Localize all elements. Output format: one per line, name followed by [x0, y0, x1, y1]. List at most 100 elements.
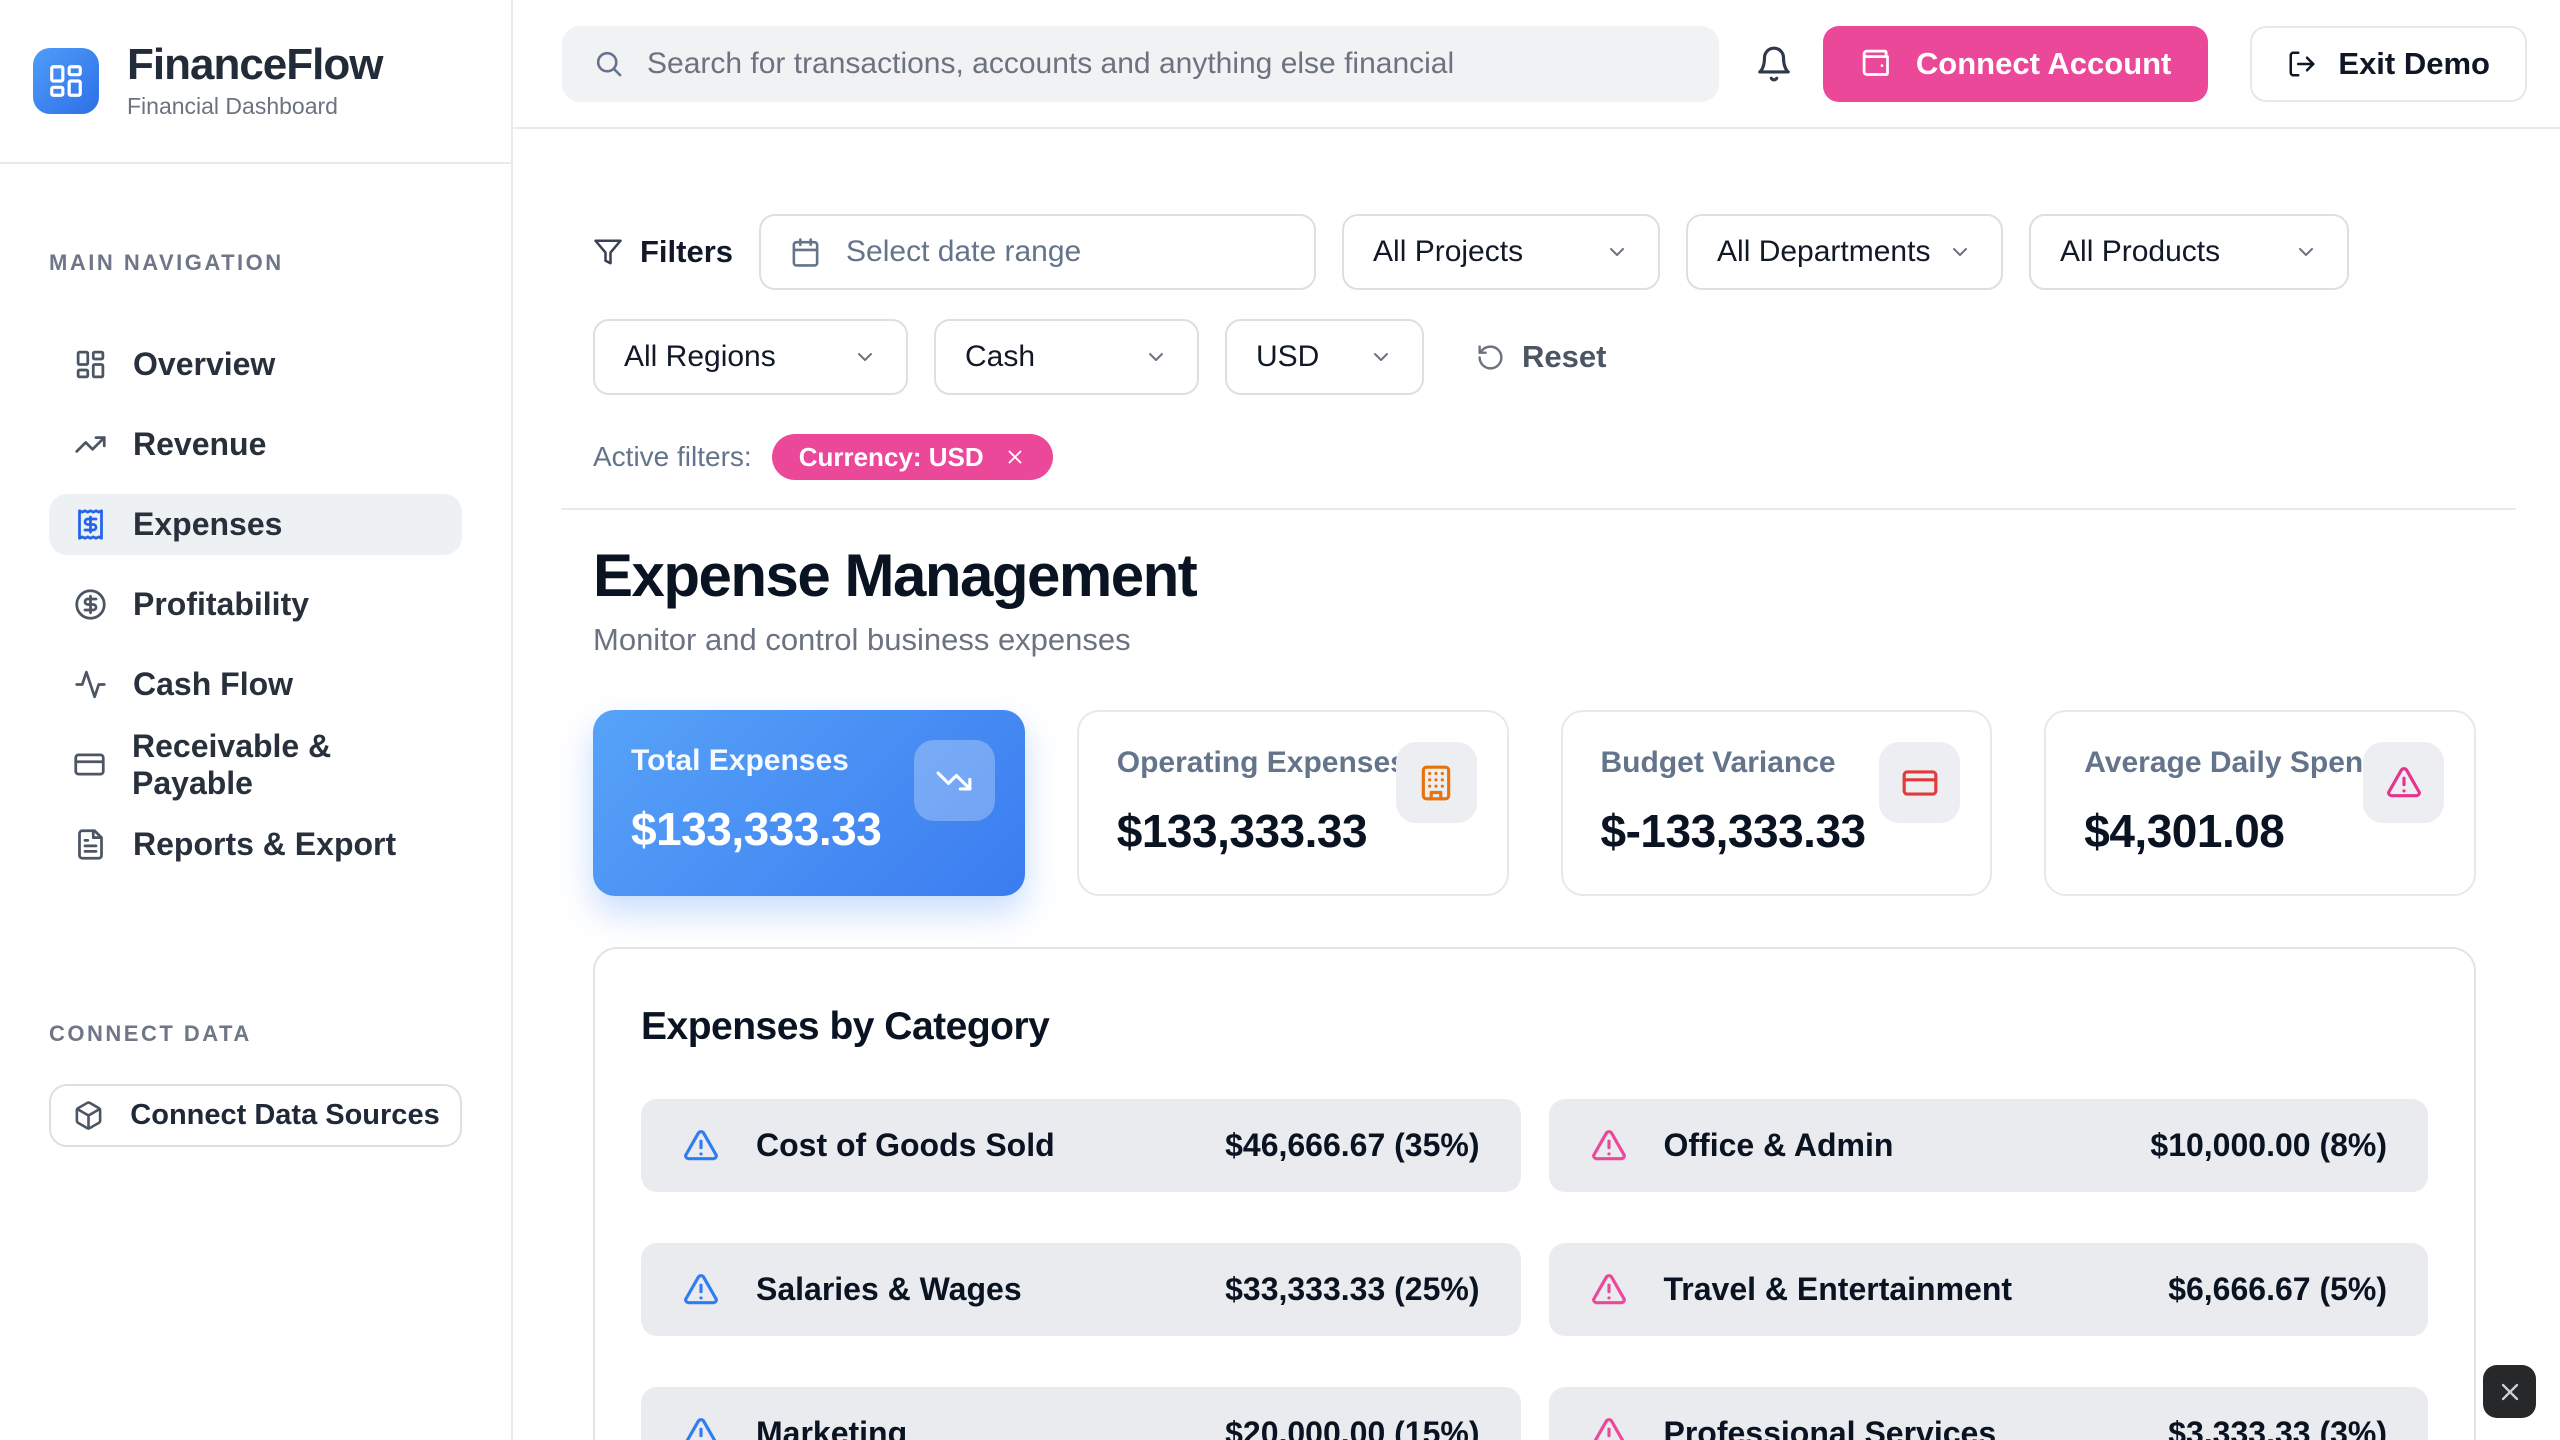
box-icon — [71, 1099, 105, 1133]
category-name: Travel & Entertainment — [1663, 1271, 2013, 1307]
category-row-professional-services[interactable]: Professional Services $3,333.33 (3%) — [1548, 1387, 2428, 1440]
chevron-down-icon — [1144, 345, 1168, 369]
bell-icon — [1755, 45, 1793, 83]
main-content: Filters Select date range All Projects A… — [513, 129, 2560, 1440]
page-subtitle: Monitor and control business expenses — [593, 622, 1131, 657]
app-title: FinanceFlow — [127, 39, 383, 89]
search-input[interactable] — [647, 46, 1688, 81]
sidebar-item-overview[interactable]: Overview — [49, 334, 462, 395]
stat-value: $133,333.33 — [1116, 805, 1368, 857]
category-value: $46,666.67 (35%) — [1225, 1127, 1480, 1163]
sidebar-item-receivable-payable[interactable]: Receivable & Payable — [49, 728, 462, 801]
alert-triangle-icon — [1590, 1271, 1628, 1309]
alert-triangle-icon — [682, 1127, 720, 1165]
date-range-placeholder: Select date range — [846, 235, 1082, 268]
stat-card-operating-expenses: Operating Expenses $133,333.33 — [1076, 710, 1509, 896]
filters-label: Filters — [593, 234, 733, 270]
stat-value: $133,333.33 — [631, 803, 882, 855]
trending-up-icon — [73, 428, 107, 462]
layout-dashboard-icon — [73, 348, 107, 382]
category-name: Cost of Goods Sold — [756, 1127, 1055, 1163]
products-select[interactable]: All Products — [2029, 214, 2350, 290]
category-row-office-admin[interactable]: Office & Admin $10,000.00 (8%) — [1548, 1099, 2428, 1192]
category-row-travel-entertainment[interactable]: Travel & Entertainment $6,666.67 (5%) — [1548, 1243, 2428, 1336]
payment-method-select[interactable]: Cash — [934, 319, 1199, 395]
brand: FinanceFlow Financial Dashboard — [0, 0, 511, 164]
stat-label: Budget Variance — [1600, 746, 1836, 779]
connect-account-button[interactable]: Connect Account — [1822, 25, 2209, 102]
activity-icon — [73, 668, 107, 702]
category-value: $6,666.67 (5%) — [2168, 1271, 2387, 1307]
departments-select[interactable]: All Departments — [1686, 214, 2004, 290]
main-navigation: MAIN NAVIGATION Overview Revenue Expense… — [0, 250, 511, 1147]
category-row-marketing[interactable]: Marketing $20,000.00 (15%) — [641, 1387, 1521, 1440]
calendar-icon — [790, 237, 821, 268]
category-value: $33,333.33 (25%) — [1225, 1271, 1480, 1307]
category-row-cost-of-goods-sold[interactable]: Cost of Goods Sold $46,666.67 (35%) — [641, 1099, 1521, 1192]
chip-close-icon[interactable] — [1004, 446, 1026, 468]
sidebar-item-reports-export[interactable]: Reports & Export — [49, 814, 462, 875]
stat-cards: Total Expenses $133,333.33 Operating Exp… — [593, 710, 2476, 896]
exit-demo-button[interactable]: Exit Demo — [2250, 25, 2527, 102]
chevron-down-icon — [853, 345, 877, 369]
app-logo-icon — [33, 48, 99, 114]
currency-select[interactable]: USD — [1225, 319, 1424, 395]
stat-value: $-133,333.33 — [1600, 805, 1867, 857]
app-subtitle: Financial Dashboard — [127, 93, 338, 120]
filters-row-1: Filters Select date range All Projects A… — [593, 214, 2476, 290]
stat-label: Operating Expenses — [1116, 746, 1407, 779]
category-value: $20,000.00 (15%) — [1225, 1415, 1480, 1440]
chevron-down-icon — [1369, 345, 1393, 369]
close-overlay-button[interactable] — [2483, 1365, 2536, 1418]
connect-data-sources-button[interactable]: Connect Data Sources — [49, 1084, 462, 1147]
active-filter-chip-currency[interactable]: Currency: USD — [771, 434, 1053, 480]
stat-card-total-expenses: Total Expenses $133,333.33 — [593, 710, 1025, 896]
sidebar-item-label: Cash Flow — [133, 666, 294, 702]
connect-data-sources-label: Connect Data Sources — [130, 1099, 440, 1131]
sidebar-item-revenue[interactable]: Revenue — [49, 414, 462, 475]
category-name: Marketing — [756, 1415, 908, 1440]
category-grid: Cost of Goods Sold $46,666.67 (35%) Offi… — [641, 1099, 2428, 1440]
expenses-by-category-card: Expenses by Category Cost of Goods Sold … — [593, 947, 2476, 1440]
category-row-salaries-wages[interactable]: Salaries & Wages $33,333.33 (25%) — [641, 1243, 1521, 1336]
log-out-icon — [2287, 49, 2317, 79]
sidebar-item-label: Expenses — [133, 506, 283, 542]
alert-triangle-icon — [1590, 1415, 1628, 1440]
stat-card-budget-variance: Budget Variance $-133,333.33 — [1560, 710, 1993, 896]
connect-account-label: Connect Account — [1915, 45, 2172, 81]
projects-select[interactable]: All Projects — [1342, 214, 1661, 290]
sidebar-item-label: Reports & Export — [133, 826, 397, 862]
circle-dollar-icon — [73, 588, 107, 622]
search-icon — [593, 48, 624, 79]
alert-triangle-icon — [682, 1271, 720, 1309]
chevron-down-icon — [1605, 240, 1629, 264]
close-icon — [2496, 1378, 2524, 1406]
section-divider — [561, 508, 2516, 510]
wallet-icon — [1860, 47, 1893, 80]
notifications-button[interactable] — [1755, 45, 1793, 83]
stat-value: $4,301.08 — [2084, 805, 2285, 857]
category-name: Professional Services — [1663, 1415, 1997, 1440]
stat-label: Average Daily Spend — [2084, 746, 2382, 779]
chevron-down-icon — [2294, 240, 2318, 264]
sidebar-item-expenses[interactable]: Expenses — [49, 494, 462, 555]
regions-select[interactable]: All Regions — [593, 319, 908, 395]
sidebar: FinanceFlow Financial Dashboard MAIN NAV… — [0, 0, 513, 1440]
active-filters-label: Active filters: — [593, 441, 752, 472]
reset-filters-button[interactable]: Reset — [1476, 339, 1606, 375]
filters-row-2: All Regions Cash USD Reset — [593, 319, 2476, 395]
sidebar-item-cash-flow[interactable]: Cash Flow — [49, 654, 462, 715]
chevron-down-icon — [1948, 240, 1972, 264]
page-title: Expense Management — [593, 542, 1198, 609]
exit-demo-label: Exit Demo — [2338, 45, 2490, 81]
stat-label: Total Expenses — [631, 744, 849, 777]
sidebar-item-label: Receivable & Payable — [132, 727, 332, 801]
credit-card-icon — [73, 748, 106, 782]
sidebar-item-profitability[interactable]: Profitability — [49, 574, 462, 635]
category-name: Office & Admin — [1663, 1127, 1894, 1163]
category-value: $10,000.00 (8%) — [2150, 1127, 2387, 1163]
stat-card-average-daily-spend: Average Daily Spend $4,301.08 — [2044, 710, 2476, 896]
building-icon — [1395, 742, 1477, 823]
date-range-picker[interactable]: Select date range — [759, 214, 1317, 290]
alert-triangle-icon — [682, 1415, 720, 1440]
